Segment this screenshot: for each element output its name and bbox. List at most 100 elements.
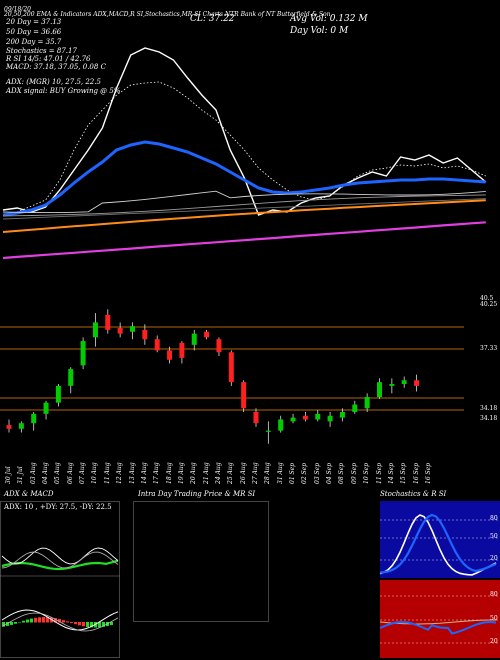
adx-line (1, 559, 119, 571)
ema200-line (2, 199, 486, 233)
candle (364, 397, 370, 409)
legend-adx: ADX: (MGR) 10, 27.5, 22.5 (6, 78, 101, 86)
candle (302, 415, 308, 420)
macd-bar (74, 622, 77, 625)
stoch-tick-80: 80 (490, 515, 498, 522)
adx-values: ADX: 10 , +DY: 27.5, -DY: 22.5 (4, 503, 112, 511)
macd-bar (2, 622, 5, 627)
price-label-top: 40.5 (480, 295, 494, 302)
candle (68, 369, 74, 386)
macd-bar (86, 622, 89, 627)
legend-macd: MACD: 37.18, 37.05, 0.08 C (6, 63, 106, 71)
stoch-tick-20: 20 (490, 555, 498, 562)
candle (92, 322, 98, 338)
candle (253, 412, 259, 424)
candles (6, 309, 420, 444)
legend-ema20: 20 Day = 37.13 (6, 18, 62, 26)
minus-di-line (1, 551, 119, 569)
candle (241, 382, 247, 409)
macd-bar (38, 617, 41, 623)
candle (290, 417, 296, 422)
candle (31, 413, 37, 424)
macd-bar (82, 622, 85, 627)
long-ema-line (2, 221, 486, 260)
mrsi-panel (133, 501, 269, 622)
macd-bar (34, 617, 37, 623)
candle (339, 412, 345, 418)
candle (265, 430, 271, 432)
rsi-tick-50: 50 (490, 615, 498, 622)
close-price: CL: 37.22 (190, 14, 235, 24)
macd-bar (66, 621, 69, 623)
macd-bar (110, 622, 113, 626)
macd-bar (102, 622, 105, 627)
rsi-panel (380, 580, 500, 658)
adx-macd-title: ADX & MACD (4, 490, 54, 498)
candle (401, 380, 407, 384)
rsi-reference-line (379, 619, 496, 625)
macd-bar (62, 620, 65, 623)
candle (278, 419, 284, 431)
candle (352, 404, 358, 412)
candle (315, 413, 321, 420)
chart-header-line: 20,50,200 EMA & Indicators ADX,MACD,R SI… (4, 11, 331, 18)
stoch-k-line (379, 514, 497, 576)
legend-ema200: 200 Day = 35.7 (6, 38, 62, 46)
candle (18, 423, 24, 429)
macd-bar (42, 617, 45, 623)
price-chart (0, 309, 464, 444)
macd-bar (58, 619, 61, 623)
avg-volume: Avg Vol: 0.132 M (290, 14, 368, 24)
candle (154, 339, 160, 351)
macd-bar (90, 622, 93, 628)
price-label-5: 34.18 (480, 415, 498, 422)
macd-bar (14, 622, 17, 624)
macd-bar (10, 622, 13, 625)
mrsi-title: Intra Day Trading Price & MR SI (138, 490, 256, 498)
candle (327, 415, 333, 422)
price-label-4: 34.18 (480, 405, 498, 412)
candle (43, 402, 49, 414)
macd-signal-line (1, 612, 119, 632)
day-volume: Day Vol: 0 M (290, 26, 349, 36)
ema50-line-b (2, 194, 486, 217)
rsi-tick-80: 80 (490, 591, 498, 598)
candle (191, 333, 197, 345)
stoch-d-line (379, 513, 497, 574)
macd-bar (30, 618, 33, 623)
candle (414, 380, 420, 386)
candle (389, 384, 395, 386)
price-line (2, 47, 487, 216)
candle (167, 350, 173, 360)
macd-bar (78, 622, 81, 626)
macd-bar (70, 622, 73, 624)
candle (204, 331, 210, 338)
candle (80, 341, 86, 366)
support-resistance-lines (0, 326, 464, 411)
macd-line (1, 609, 119, 631)
candle (105, 314, 111, 330)
macd-bar (26, 619, 29, 623)
ema20-line (2, 140, 486, 217)
legend-adx-signal: ADX signal: BUY Growing @ 5% (6, 87, 121, 95)
price-label-2: 40.25 (480, 301, 498, 308)
macd-bar (6, 622, 9, 626)
macd-bar (46, 617, 49, 623)
ema50-line-c (2, 198, 486, 220)
candle (6, 425, 12, 429)
macd-bar (22, 620, 25, 623)
candle (228, 352, 234, 383)
adx-macd-panel (0, 501, 120, 658)
candle (130, 326, 135, 332)
ema-chart (2, 47, 487, 260)
ema50-line-a (2, 190, 486, 214)
chart-header-date: 09/18/20 (4, 6, 31, 13)
rsi-line (379, 621, 497, 635)
legend-stoch: Stochastics = 87.17 (6, 47, 77, 55)
macd-bar (18, 622, 21, 623)
legend-ema50: 50 Day = 36.66 (6, 28, 62, 36)
candle (142, 329, 148, 340)
legend-rsi: R SI 14/5: 47.01 / 42.76 (6, 55, 91, 63)
